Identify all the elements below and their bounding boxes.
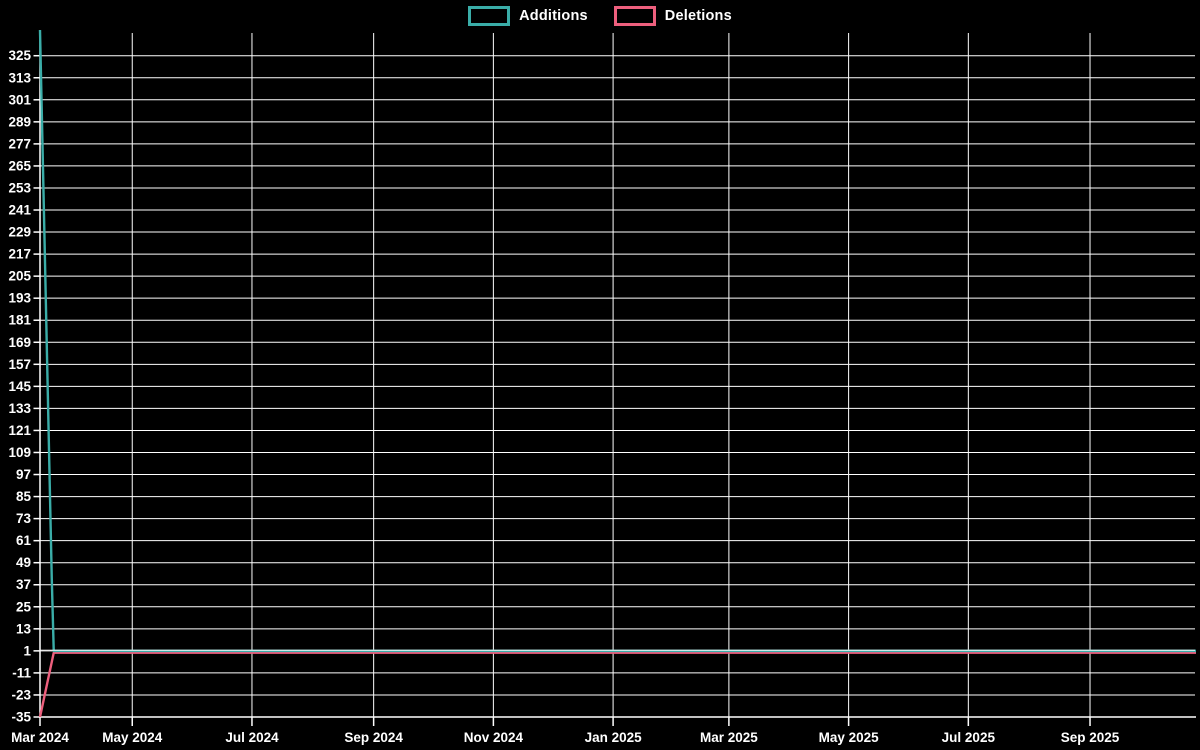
svg-text:73: 73 bbox=[16, 511, 32, 526]
svg-text:145: 145 bbox=[8, 379, 31, 394]
svg-text:169: 169 bbox=[8, 335, 31, 350]
svg-text:97: 97 bbox=[16, 467, 31, 482]
svg-text:37: 37 bbox=[16, 577, 31, 592]
svg-text:Sep 2025: Sep 2025 bbox=[1061, 730, 1120, 745]
chart-legend: Additions Deletions bbox=[0, 6, 1200, 26]
svg-text:301: 301 bbox=[8, 92, 31, 107]
svg-text:May 2025: May 2025 bbox=[819, 730, 880, 745]
svg-text:Jan 2025: Jan 2025 bbox=[585, 730, 643, 745]
svg-text:-35: -35 bbox=[11, 710, 31, 725]
svg-text:229: 229 bbox=[8, 225, 31, 240]
legend-item-deletions[interactable]: Deletions bbox=[613, 6, 732, 26]
svg-text:313: 313 bbox=[8, 70, 31, 85]
svg-text:217: 217 bbox=[8, 247, 31, 262]
svg-text:Nov 2024: Nov 2024 bbox=[464, 730, 524, 745]
svg-text:85: 85 bbox=[16, 489, 32, 504]
deletions-swatch-icon bbox=[613, 6, 656, 26]
svg-text:265: 265 bbox=[8, 158, 31, 173]
svg-text:181: 181 bbox=[8, 313, 31, 328]
svg-text:109: 109 bbox=[8, 445, 31, 460]
svg-text:13: 13 bbox=[16, 621, 32, 636]
svg-text:205: 205 bbox=[8, 269, 31, 284]
legend-label-additions: Additions bbox=[519, 8, 588, 24]
legend-label-deletions: Deletions bbox=[664, 8, 732, 24]
svg-text:25: 25 bbox=[16, 599, 32, 614]
svg-text:121: 121 bbox=[8, 423, 31, 438]
svg-text:277: 277 bbox=[8, 136, 31, 151]
svg-text:-11: -11 bbox=[12, 665, 31, 680]
svg-text:325: 325 bbox=[8, 48, 31, 63]
svg-text:49: 49 bbox=[16, 555, 31, 570]
legend-item-additions[interactable]: Additions bbox=[468, 6, 588, 26]
svg-text:May 2024: May 2024 bbox=[102, 730, 163, 745]
svg-text:Mar 2025: Mar 2025 bbox=[700, 730, 758, 745]
svg-text:Jul 2024: Jul 2024 bbox=[225, 730, 279, 745]
svg-text:241: 241 bbox=[8, 203, 31, 218]
svg-text:-23: -23 bbox=[11, 687, 31, 702]
svg-text:Sep 2024: Sep 2024 bbox=[344, 730, 403, 745]
svg-text:193: 193 bbox=[8, 291, 31, 306]
additions-swatch-icon bbox=[468, 6, 511, 26]
svg-text:61: 61 bbox=[16, 533, 32, 548]
svg-text:253: 253 bbox=[8, 180, 31, 195]
svg-text:1: 1 bbox=[23, 643, 31, 658]
svg-text:133: 133 bbox=[8, 401, 31, 416]
svg-text:Jul 2025: Jul 2025 bbox=[942, 730, 996, 745]
svg-text:289: 289 bbox=[8, 114, 31, 129]
svg-text:157: 157 bbox=[8, 357, 31, 372]
svg-text:Mar 2024: Mar 2024 bbox=[11, 730, 69, 745]
